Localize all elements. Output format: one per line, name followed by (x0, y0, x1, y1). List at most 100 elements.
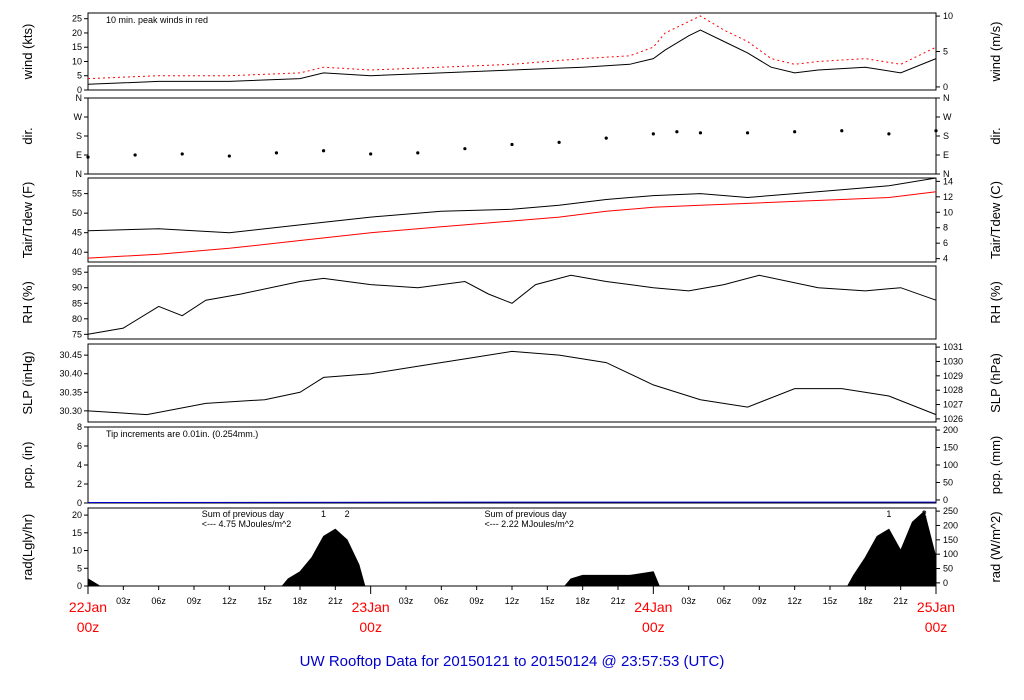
ytick-label: 90 (72, 283, 82, 293)
panel-3: RH (%) RH (%) 75 80 85 90 95 (20, 265, 1003, 340)
panel-2: Tair/Tdew (F) Tair/Tdew (C) 40 45 50 55 4 6 8 10 1… (20, 176, 1003, 263)
day-label: 25Jan (917, 599, 955, 615)
ytick-label-right: 100 (943, 460, 958, 470)
ytick-label: 95 (72, 267, 82, 277)
ytick-label-right: 4 (943, 254, 948, 264)
day-hour-label: 00z (359, 619, 382, 635)
dir-point (227, 154, 231, 158)
panel-frame (87, 12, 937, 91)
ytick-label-right: 10 (943, 207, 953, 217)
series-line-0 (87, 29, 937, 85)
ytick-label: 10 (72, 56, 82, 66)
ytick-label-right: 1031 (943, 342, 963, 352)
ylabel-right: wind (m/s) (988, 22, 1003, 83)
ytick-label: 10 (72, 546, 82, 556)
panel-4: SLP (inHg) SLP (hPa) 30.30 30.35 30.40 30.45 1… (20, 342, 1003, 424)
ytick-label-right: N (943, 169, 950, 179)
ylabel-left: Tair/Tdew (F) (20, 182, 35, 259)
ytick-label: 50 (72, 208, 82, 218)
hour-tick-label: 12z (222, 596, 237, 606)
ytick-label: 5 (77, 71, 82, 81)
ytick-label: 40 (72, 247, 82, 257)
hour-tick-label: 18z (575, 596, 590, 606)
radiation-area (87, 510, 937, 587)
dir-point (557, 140, 561, 144)
day-hour-label: 00z (925, 619, 948, 635)
ytick-label-right: 150 (943, 535, 958, 545)
panel-annotation: 10 min. peak winds in red (106, 15, 208, 25)
panel-annotation: Tip increments are 0.01in. (0.254mm.) (106, 429, 258, 439)
dir-point (416, 151, 420, 155)
ytick-label-right: 1030 (943, 356, 963, 366)
dir-point (745, 131, 750, 135)
dir-point (463, 147, 467, 151)
time-axis: 03z 06z 09z 12z 15z 18z 21z 03z 06z 09z 12z 15z 18z 2… (69, 586, 955, 635)
ytick-label: 85 (72, 298, 82, 308)
ytick-label: 0 (77, 85, 82, 95)
series-line-1 (87, 15, 937, 80)
ylabel-right: rad (W/m^2) (988, 511, 1003, 582)
panel-frame (87, 265, 937, 340)
hour-tick-label: 18z (858, 596, 873, 606)
ytick-label: 20 (72, 28, 82, 38)
ytick-label-right: 0 (943, 82, 948, 92)
panel-frame (87, 177, 937, 263)
ytick-label: W (74, 112, 83, 122)
ytick-label-right: 1027 (943, 400, 963, 410)
hour-tick-label: 15z (540, 596, 555, 606)
ytick-label-right: 50 (943, 477, 953, 487)
ylabel-right: Tair/Tdew (C) (988, 181, 1003, 259)
ylabel-left: dir. (20, 127, 35, 144)
ytick-label: 2 (77, 479, 82, 489)
dir-point (887, 132, 891, 136)
ytick-label: 0 (77, 581, 82, 591)
dir-point (651, 132, 655, 136)
ytick-label-right: S (943, 131, 949, 141)
hour-tick-label: 12z (505, 596, 520, 606)
ytick-label-right: 0 (943, 578, 948, 588)
dir-point (698, 131, 703, 135)
ytick-label-right: 14 (943, 176, 953, 186)
rad-annotation: <--- 4.75 MJoules/m^2 (202, 519, 292, 529)
dir-point (133, 153, 137, 157)
ytick-label-right: 1028 (943, 385, 963, 395)
ylabel-left: SLP (inHg) (20, 351, 35, 414)
hour-tick-label: 12z (787, 596, 802, 606)
ytick-label: S (76, 131, 82, 141)
ytick-label-right: 0 (943, 495, 948, 505)
day-hour-label: 00z (642, 619, 665, 635)
ylabel-right: SLP (hPa) (988, 353, 1003, 413)
rad-annotation: Sum of previous day (202, 509, 285, 519)
ytick-label-right: E (943, 150, 949, 160)
ytick-label-right: 150 (943, 443, 958, 453)
panel-frame (87, 343, 937, 423)
dir-point (934, 129, 938, 133)
dir-point (321, 149, 326, 153)
ytick-label: 8 (77, 422, 82, 432)
dir-point (274, 151, 279, 155)
ytick-label-right: 100 (943, 549, 958, 559)
ytick-label: 55 (72, 189, 82, 199)
ytick-label: 5 (77, 563, 82, 573)
ytick-label-right: 5 (943, 47, 948, 57)
ytick-label-right: 200 (943, 425, 958, 435)
ytick-label: 4 (77, 460, 82, 470)
ytick-label: N (76, 169, 83, 179)
ytick-label-right: 10 (943, 11, 953, 21)
ylabel-right: RH (%) (988, 281, 1003, 324)
ylabel-right: pcp. (mm) (988, 436, 1003, 495)
series-line-0 (87, 274, 937, 335)
series-line-1 (87, 191, 937, 259)
ytick-label: 15 (72, 528, 82, 538)
ylabel-left: pcp. (in) (20, 442, 35, 489)
ytick-label: 30.35 (59, 387, 82, 397)
dir-point (369, 152, 373, 156)
ytick-label-right: 200 (943, 520, 958, 530)
ytick-label: 30.30 (59, 406, 82, 416)
ytick-label-right: 1029 (943, 371, 963, 381)
hour-tick-label: 18z (293, 596, 308, 606)
ylabel-right: dir. (988, 127, 1003, 144)
ytick-label-right: 50 (943, 564, 953, 574)
